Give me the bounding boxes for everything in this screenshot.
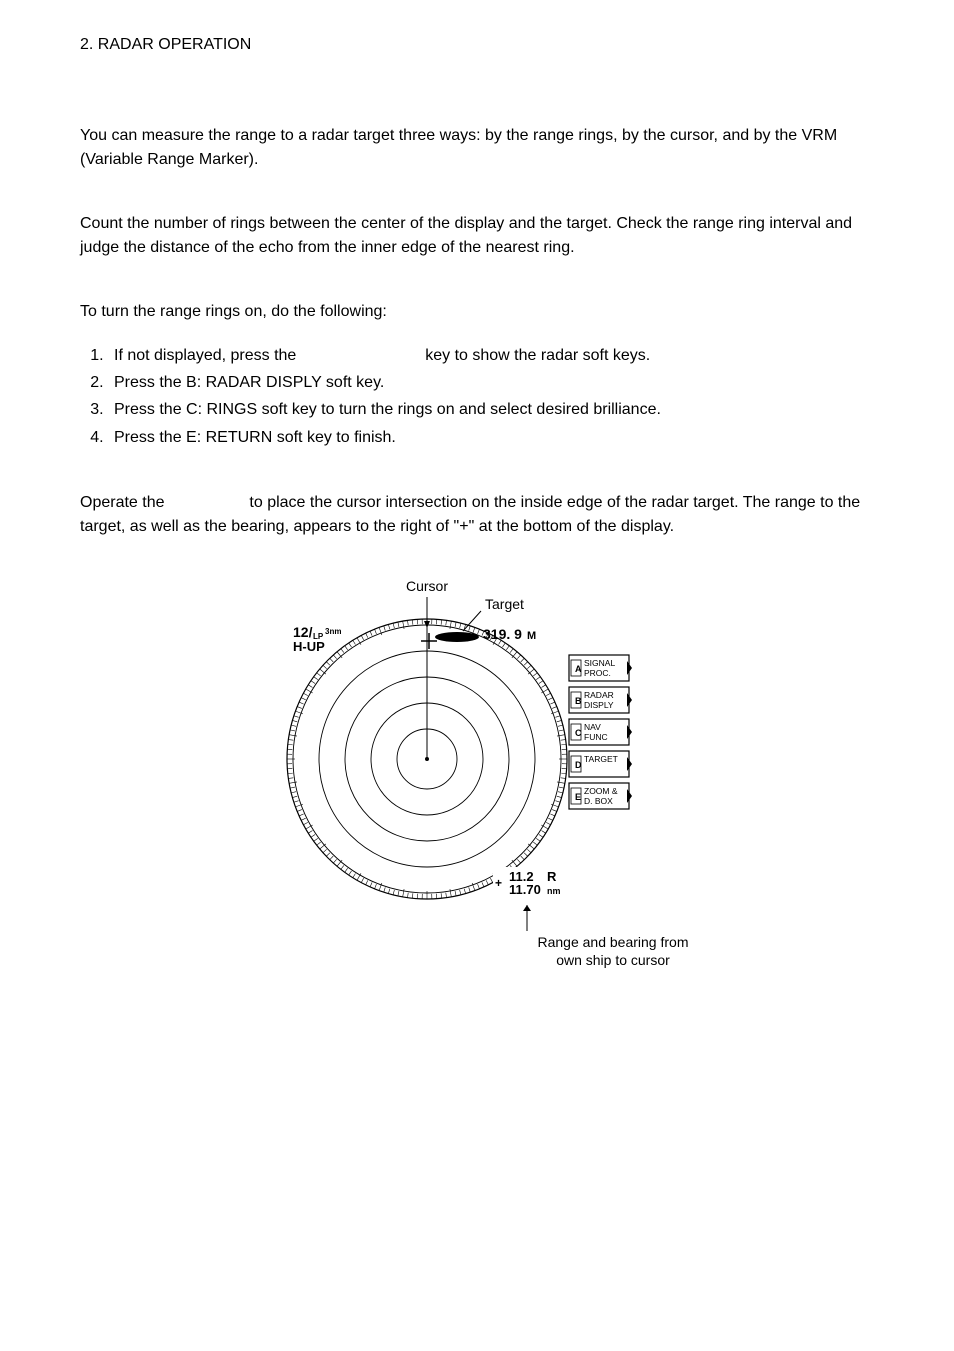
heading-marker bbox=[424, 621, 430, 628]
steps-list: If not displayed, press the key to show … bbox=[80, 342, 874, 451]
figure-wrap: CursorTarget12/LP3nmH-UP319. 9M+11.2R11.… bbox=[80, 579, 874, 989]
cursor-para-a: Operate the bbox=[80, 494, 165, 511]
softkey-B-l2: DISPLY bbox=[584, 700, 614, 710]
leader-readout-arrow-icon bbox=[523, 905, 531, 911]
softkey-D-l1: TARGET bbox=[584, 754, 618, 764]
step-1: If not displayed, press the key to show … bbox=[108, 342, 874, 369]
caption-range-bearing-2: own ship to cursor bbox=[556, 952, 670, 968]
rings-lead: To turn the range rings on, do the follo… bbox=[80, 300, 874, 324]
step-4: Press the E: RETURN soft key to finish. bbox=[108, 424, 874, 451]
overlay-heading-unit: M bbox=[527, 630, 536, 642]
overlay-cursor-brg-unit: nm bbox=[547, 886, 561, 896]
step-1-b: key to show the radar soft keys. bbox=[425, 347, 650, 364]
step-3: Press the C: RINGS soft key to turn the … bbox=[108, 396, 874, 423]
step-2: Press the B: RADAR DISPLY soft key. bbox=[108, 369, 874, 396]
overlay-ring-int: 3nm bbox=[325, 627, 341, 636]
rings-paragraph: Count the number of rings between the ce… bbox=[80, 212, 874, 260]
overlay-heading: 319. 9 bbox=[483, 626, 522, 642]
caption-range-bearing-1: Range and bearing from bbox=[538, 934, 689, 950]
softkey-A-l2: PROC. bbox=[584, 668, 611, 678]
intro-paragraph: You can measure the range to a radar tar… bbox=[80, 124, 874, 172]
cursor-para-b: to place the cursor intersection on the … bbox=[80, 494, 860, 535]
page-header: 2. RADAR OPERATION bbox=[80, 36, 874, 54]
label-cursor: Cursor bbox=[406, 579, 448, 594]
own-ship bbox=[425, 757, 429, 761]
softkey-A-l1: SIGNAL bbox=[584, 658, 615, 668]
overlay-cursor-rng-unit: R bbox=[547, 869, 557, 884]
leader-target bbox=[463, 611, 481, 631]
cursor-paragraph: Operate the to place the cursor intersec… bbox=[80, 491, 874, 539]
overlay-cursor-brg: 11.70 bbox=[509, 882, 541, 897]
softkey-C-l1: NAV bbox=[584, 722, 601, 732]
overlay-plus: + bbox=[495, 876, 502, 890]
step-1-a: If not displayed, press the bbox=[114, 347, 296, 364]
softkey-E-l1: ZOOM & bbox=[584, 786, 618, 796]
radar-figure: CursorTarget12/LP3nmH-UP319. 9M+11.2R11.… bbox=[257, 579, 697, 989]
softkey-B-l1: RADAR bbox=[584, 690, 614, 700]
overlay-range-scale: 12/ bbox=[293, 624, 313, 640]
target-echo bbox=[435, 632, 479, 642]
softkey-E-letter: E bbox=[575, 792, 581, 802]
label-target: Target bbox=[485, 596, 524, 612]
overlay-mode: H-UP bbox=[293, 639, 325, 654]
softkey-E-l2: D. BOX bbox=[584, 796, 613, 806]
softkey-C-l2: FUNC bbox=[584, 732, 608, 742]
page: 2. RADAR OPERATION You can measure the r… bbox=[0, 0, 954, 1351]
